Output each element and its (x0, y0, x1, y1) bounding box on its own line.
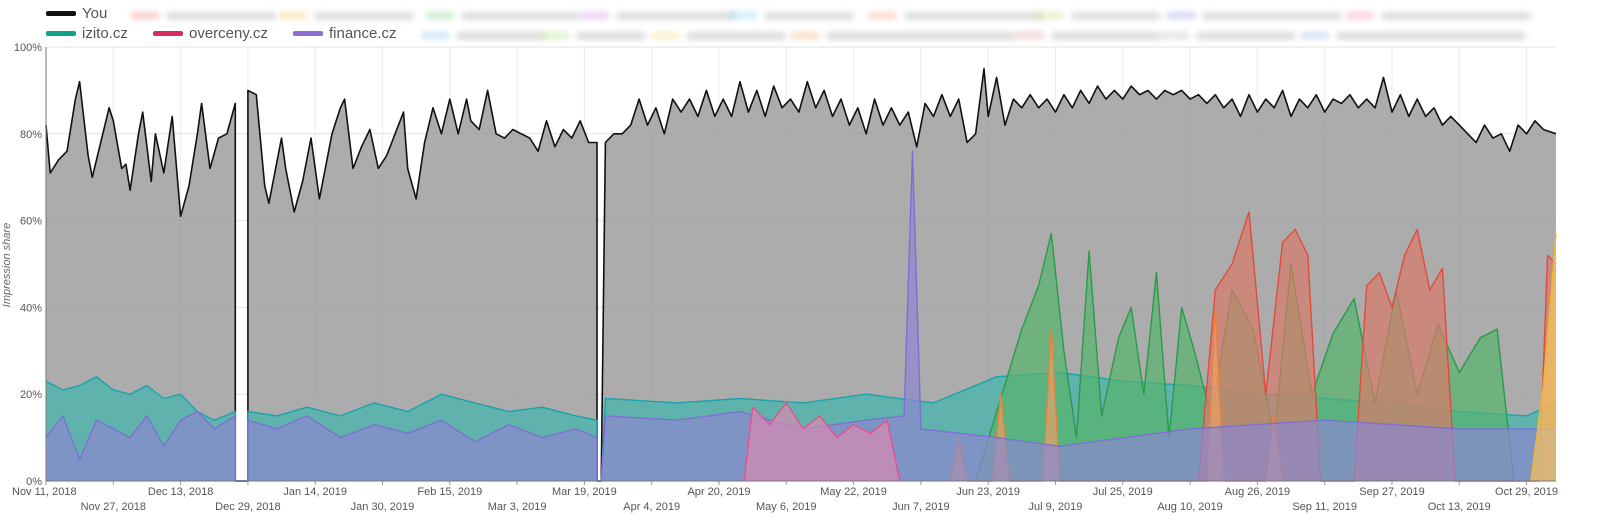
redacted-label (456, 32, 546, 40)
x-tick-label-secondary: May 6, 2019 (756, 501, 817, 513)
redacted-swatch (580, 11, 610, 20)
chart-legend: You izito.cz overceny.cz finance.cz (0, 0, 1600, 48)
redacted-label (1202, 12, 1342, 20)
x-tick-label-secondary: Jul 9, 2019 (1029, 501, 1083, 513)
x-tick-label: Mar 19, 2019 (552, 486, 617, 498)
redacted-swatch (278, 11, 308, 20)
x-tick-label: May 22, 2019 (820, 486, 887, 498)
redacted-label (764, 12, 854, 20)
x-tick-label: Aug 26, 2019 (1225, 486, 1290, 498)
x-tick-label: Jan 14, 2019 (283, 486, 347, 498)
series-area-overceny-cz (744, 402, 900, 481)
redacted-swatch (1035, 11, 1065, 20)
redacted-swatch (650, 31, 680, 40)
redacted-label (616, 12, 736, 20)
legend-label: finance.cz (329, 25, 397, 42)
legend-swatch (293, 31, 323, 36)
redacted-label (166, 12, 276, 20)
series-area-orange-competitor (950, 307, 1283, 481)
redacted-label (1196, 32, 1296, 40)
legend-item-izito[interactable]: izito.cz (46, 25, 128, 42)
redacted-swatch (1345, 11, 1375, 20)
redacted-label (1051, 32, 1161, 40)
y-tick-label: 80% (20, 129, 42, 141)
series-line-yellow-competitor (1530, 233, 1557, 482)
legend-item-you[interactable]: You (46, 5, 107, 22)
legend-swatch (46, 11, 76, 16)
x-tick-label: Apr 20, 2019 (687, 486, 750, 498)
x-tick-label-secondary: Aug 10, 2019 (1157, 501, 1222, 513)
series-line-red-competitor (1197, 211, 1557, 482)
y-tick-label: 0% (26, 476, 42, 488)
redacted-label (1336, 32, 1526, 40)
redacted-label (576, 32, 646, 40)
redacted-swatch (1160, 31, 1190, 40)
series-area-finance-cz (46, 151, 1556, 481)
series-areas (45, 67, 1557, 482)
x-tick-label-secondary: Jan 30, 2019 (351, 501, 415, 513)
y-axis-title: Impression share (1, 223, 13, 307)
redacted-swatch (540, 31, 570, 40)
axes: 0% 20% 40% 60% 80% 100% Nov 11, 2018 Dec 13, 20… (12, 42, 1558, 513)
legend-label: izito.cz (82, 25, 128, 42)
redacted-swatch (728, 11, 758, 20)
redacted-swatch (1015, 31, 1045, 40)
x-tick-label-secondary: Apr 4, 2019 (623, 501, 680, 513)
redacted-label (686, 32, 786, 40)
redacted-label (904, 12, 1044, 20)
x-tick-label: Nov 11, 2018 (12, 486, 77, 498)
redacted-label (1071, 12, 1161, 20)
y-tick-label: 40% (20, 302, 42, 314)
legend-swatch (46, 31, 76, 36)
x-tick-label-secondary: Sep 11, 2019 (1292, 501, 1357, 513)
x-tick-label-secondary: Nov 27, 2018 (81, 501, 146, 513)
x-tick-label: Oct 29, 2019 (1495, 486, 1558, 498)
redacted-label (826, 32, 1016, 40)
redacted-swatch (130, 11, 160, 20)
redacted-swatch (420, 31, 450, 40)
redacted-swatch (1300, 31, 1330, 40)
x-tick-label: Feb 15, 2019 (417, 486, 482, 498)
y-tick-label: 20% (20, 389, 42, 401)
redacted-label (314, 12, 414, 20)
series-area-yellow-competitor (1530, 233, 1556, 481)
x-tick-label-secondary: Jun 7, 2019 (892, 501, 950, 513)
series-line-finance-cz (45, 150, 1556, 482)
y-tick-label: 100% (14, 42, 42, 54)
series-line-overceny-cz (743, 402, 901, 482)
redacted-label (1381, 12, 1531, 20)
x-tick-label: Jul 25, 2019 (1093, 486, 1153, 498)
legend-swatch (153, 31, 183, 36)
series-line-you (45, 67, 1557, 482)
legend-label: You (82, 5, 108, 22)
redacted-swatch (1166, 11, 1196, 20)
x-tick-label-secondary: Dec 29, 2018 (215, 501, 280, 513)
x-tick-label: Dec 13, 2018 (148, 486, 213, 498)
x-tick-label-secondary: Mar 3, 2019 (488, 501, 547, 513)
legend-item-overceny[interactable]: overceny.cz (153, 25, 268, 42)
x-tick-label-secondary: Oct 13, 2019 (1428, 501, 1491, 513)
redacted-swatch (425, 11, 455, 20)
redacted-swatch (790, 31, 820, 40)
series-area-red-competitor (1198, 211, 1556, 481)
redacted-swatch (868, 11, 898, 20)
legend-label: overceny.cz (189, 25, 268, 42)
redacted-label (461, 12, 581, 20)
x-tick-label: Sep 27, 2019 (1359, 486, 1424, 498)
y-tick-label: 60% (20, 216, 42, 228)
legend-item-finance[interactable]: finance.cz (293, 25, 397, 42)
x-tick-label: Jun 23, 2019 (956, 486, 1020, 498)
